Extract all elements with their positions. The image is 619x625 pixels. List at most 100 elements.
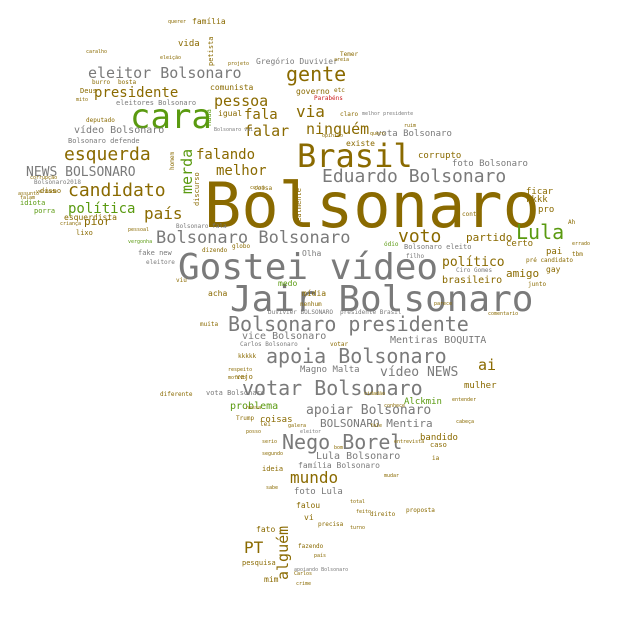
word-mim: mim (264, 575, 279, 584)
word-junto: junto (528, 281, 547, 288)
word-mulher: mulher (464, 381, 497, 391)
word-carairo: caralho (86, 49, 108, 55)
word-disso: disso (40, 187, 62, 195)
word-pais-small: país (314, 553, 327, 559)
word-bolsonaro: Bolsonaro (204, 169, 540, 242)
word-pessoa: pessoa (214, 92, 269, 110)
word-sabe: sabe (266, 485, 279, 491)
word-coisa-2: coisa (250, 185, 266, 191)
word-acha: acha (208, 289, 228, 298)
word-bolsonaro-presidente: Bolsonaro presidente (228, 312, 469, 336)
word-conta: conta (462, 211, 481, 218)
word-fale: fale (370, 423, 383, 429)
word-vejo: vejo (236, 373, 253, 381)
word-kkkkk: kkkkk (238, 353, 257, 360)
word-apoiar-bolsonaro: apoiar Bolsonaro (306, 403, 432, 418)
word-feito: feito (356, 509, 372, 515)
word-votar-bolsonaro: votar Bolsonaro (242, 376, 423, 400)
word-pro: pro (538, 205, 555, 215)
word-apoia-bolsonaro: apoia Bolsonaro (266, 344, 447, 368)
word-familia: família (192, 17, 226, 26)
word-bolsonaro-eleito: Bolsonaro eleito (404, 243, 472, 251)
word-medo: medo (278, 279, 298, 288)
word-idiota: idiota (20, 199, 46, 207)
word-gostei-video: Gostei vídeo (178, 247, 439, 288)
word-apoiando-bolsonaro: apoiando Bolsonaro (294, 567, 349, 573)
word-mentiras-boquita: Mentiras BOQUITA (390, 335, 487, 346)
word-galera: galera (288, 423, 307, 429)
word-video-news: vídeo NEWS (380, 365, 459, 380)
word-tbm: tbm (572, 251, 583, 258)
word-turno: turno (350, 525, 366, 531)
word-crime: crime (296, 581, 312, 587)
word-cara: cara (130, 97, 212, 137)
word-midia: mídia (302, 289, 327, 298)
word-esquerda: esquerda (64, 144, 151, 165)
word-verdade: verdade (36, 189, 58, 195)
word-projeto: projeto (228, 61, 250, 67)
word-lixo: lixo (76, 229, 93, 237)
word-eleicao: eleição (160, 55, 182, 61)
word-magno-malta: Magno Malta (300, 365, 360, 375)
word-segundo: segundo (262, 451, 284, 457)
word-coisa: coisa (254, 185, 273, 192)
word-cabeca: cabeça (456, 419, 475, 425)
word-alguem: alguém (274, 525, 292, 580)
word-foto-lula: foto Lula (294, 487, 343, 497)
word-foto-bolsonaro: foto Bolsonaro (452, 159, 528, 169)
word-presidente-brasil: presidente Brasil (340, 309, 402, 316)
word-falar: falar (244, 122, 290, 140)
word-querer: querer (168, 19, 187, 25)
word-respeito: respeito (228, 367, 253, 373)
word-eduardo-bolsonaro: Eduardo Bolsonaro (322, 166, 507, 187)
word-ruim: ruim (404, 123, 417, 129)
word-opiniao: opinião (322, 133, 344, 139)
word-fato: fato (256, 525, 276, 534)
word-bolsonaro-mentira: BOLSONARO Mentira (320, 417, 433, 430)
word-eleitores-bolsonaro: eleitores Bolsonaro (116, 99, 197, 107)
word-brasileiro: brasileiro (442, 275, 503, 286)
word-total: total (350, 499, 366, 505)
word-pesquisa: pesquisa (242, 559, 276, 567)
word-entender: entender (452, 397, 477, 403)
word-globo: globo (232, 243, 251, 250)
word-eleitore: eleitore (146, 259, 175, 266)
word-trump: Trump (236, 415, 255, 422)
word-cidadao: cidadão (364, 391, 386, 397)
word-comentario: comentario (488, 311, 519, 317)
word-nessa: nessa (246, 405, 262, 411)
word-falando: falando (196, 147, 256, 163)
word-pai: pai (546, 247, 563, 257)
word-motivo: motivo (228, 375, 247, 381)
word-esquerdista: esquerdista (64, 213, 117, 222)
word-comunista: comunista (210, 83, 254, 92)
word-claro: claro (340, 111, 359, 118)
word-dizendo: dizendo (202, 247, 228, 254)
word-odio: ódio (384, 241, 399, 248)
word-vi: vi (304, 513, 314, 522)
word-lula-bolsonaro: Lula Bolsonaro (316, 451, 401, 462)
word-igual: igual (218, 109, 243, 118)
word-mudar: mudar (384, 473, 400, 479)
word-jair-bolsonaro: Jair Bolsonaro (230, 279, 534, 320)
word-bolsonaro-vai: Bolsonaro vai (214, 127, 254, 133)
word-pessoal: pessoal (128, 227, 150, 233)
word-bosta: bosta (118, 79, 137, 86)
word-pt: PT (244, 538, 264, 557)
word-areia: areia (334, 57, 350, 63)
word-vergonha: vergonha (128, 239, 153, 245)
word-vota-bolsonaro-2: vota Bolsonaro (206, 389, 266, 397)
word-vota-bolsonaro: vota Bolsonaro (376, 129, 452, 139)
word-viu: viu (176, 277, 187, 284)
word-bolsonaro-fala: Bolsonaro fala (176, 223, 227, 230)
word-falou: falou (296, 501, 321, 510)
word-corrupto: corrupto (418, 151, 462, 161)
word-pre-candidato: pré candidato (526, 257, 573, 264)
word-posso: posso (246, 429, 262, 435)
word-ficar: ficar (526, 187, 554, 197)
word-bom: bom (334, 445, 344, 451)
word-parece: parece (434, 301, 453, 307)
word-serio: serio (262, 439, 278, 445)
word-coisas: coisas (260, 415, 293, 425)
